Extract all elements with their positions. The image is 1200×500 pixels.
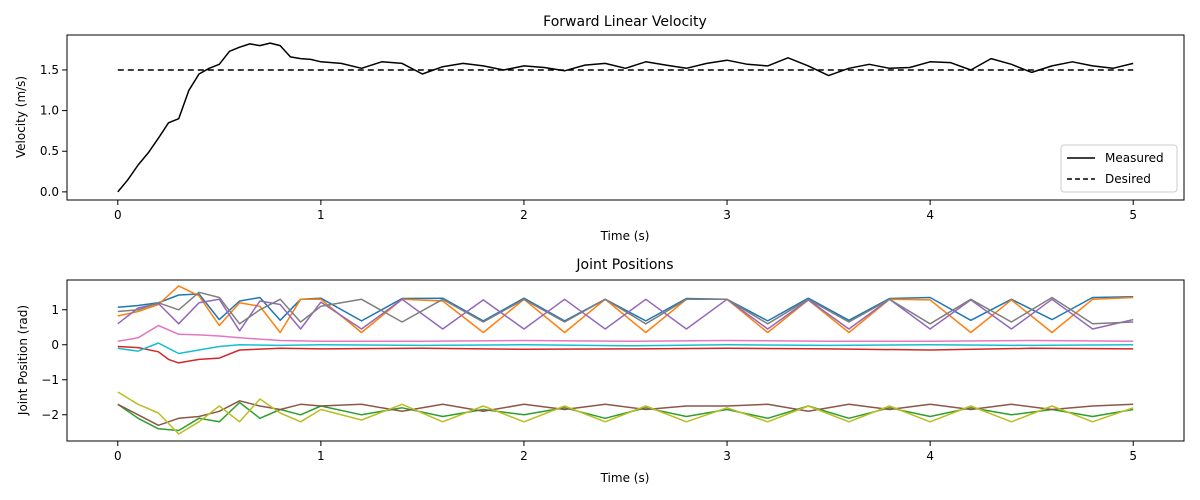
joint-series-joint-7 <box>117 324 1134 343</box>
joint-x-tick-label: 1 <box>317 449 325 463</box>
joint-y-tick-label: 0 <box>51 338 59 352</box>
joint-plot-frame <box>66 279 1185 442</box>
joint-series-joint-3 <box>117 401 1134 432</box>
joint-x-axis-label: Time (s) <box>600 471 650 485</box>
joint-series-joint-4 <box>117 345 1134 364</box>
joint-series-joint-1 <box>117 293 1134 322</box>
velocity-x-tick-label: 2 <box>520 208 528 222</box>
joint-x-tick-label: 5 <box>1129 449 1137 463</box>
joint-y-tick-label: −2 <box>41 408 59 422</box>
joint-series-joint-9 <box>117 391 1134 435</box>
velocity-y-tick-label: 1.0 <box>40 104 59 118</box>
velocity-series-measured <box>117 42 1134 193</box>
velocity-x-tick-label: 1 <box>317 208 325 222</box>
velocity-x-tick-label: 3 <box>723 208 731 222</box>
joint-y-axis-label: Joint Position (rad) <box>16 305 30 416</box>
joint-y-tick-label: −1 <box>41 373 59 387</box>
joint-positions-chart: Joint Positions Time (s) Joint Position … <box>16 257 1185 485</box>
legend-desired-label: Desired <box>1105 172 1151 186</box>
joint-series-joint-6 <box>117 400 1134 427</box>
joint-series-joint-10 <box>117 342 1134 355</box>
velocity-chart-title: Forward Linear Velocity <box>543 14 707 30</box>
joint-chart-title: Joint Positions <box>575 257 673 273</box>
joint-x-tick-label: 2 <box>520 449 528 463</box>
joint-x-tick-label: 4 <box>926 449 934 463</box>
legend-measured-label: Measured <box>1105 151 1164 165</box>
velocity-x-axis-label: Time (s) <box>600 229 650 243</box>
velocity-plot-frame <box>66 34 1185 201</box>
velocity-chart: Forward Linear Velocity Time (s) Velocit… <box>14 14 1185 243</box>
velocity-legend: Measured Desired <box>1060 144 1178 193</box>
joint-x-tick-label: 0 <box>114 449 122 463</box>
joint-y-tick-label: 1 <box>51 303 59 317</box>
joint-x-tick-label: 3 <box>723 449 731 463</box>
velocity-x-tick-label: 4 <box>926 208 934 222</box>
velocity-legend-box <box>1060 144 1178 193</box>
joint-series-joint-5 <box>117 298 1134 332</box>
joint-series-joint-8 <box>117 291 1134 325</box>
velocity-y-tick-label: 0.5 <box>40 144 59 158</box>
velocity-x-tick-label: 0 <box>114 208 122 222</box>
velocity-y-tick-label: 0.0 <box>40 185 59 199</box>
velocity-x-tick-label: 5 <box>1129 208 1137 222</box>
velocity-y-axis-label: Velocity (m/s) <box>14 76 28 158</box>
velocity-y-tick-label: 1.5 <box>40 63 59 77</box>
